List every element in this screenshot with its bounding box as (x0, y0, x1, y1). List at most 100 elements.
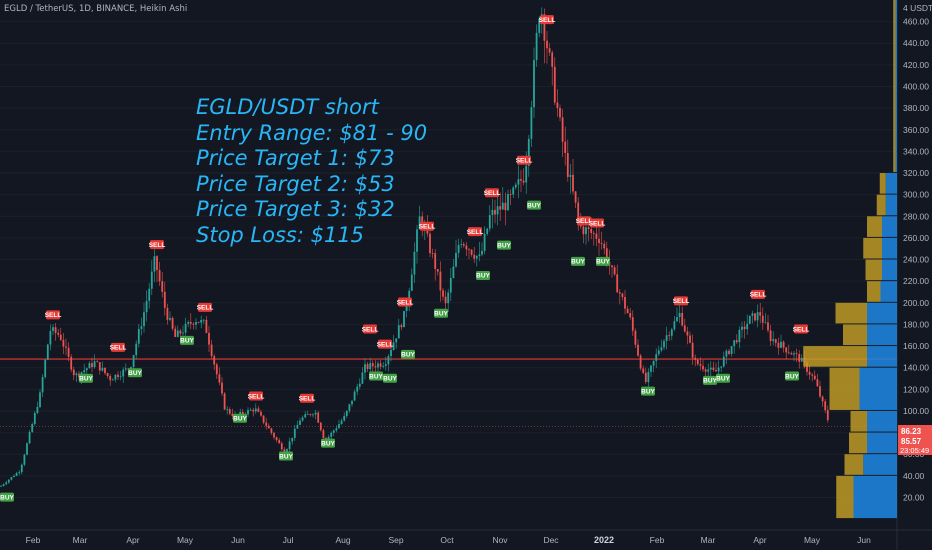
candle-body (585, 227, 587, 235)
candle-body (382, 365, 385, 367)
candle-body (179, 330, 182, 334)
candle-body (819, 386, 821, 397)
candle-body (707, 369, 710, 372)
candle-body (109, 375, 112, 381)
volume-bin-blue (867, 324, 897, 346)
volume-bin-blue (867, 410, 897, 432)
candle-body (156, 256, 158, 271)
x-tick-label: Nov (492, 535, 508, 545)
sell-signal: SELL (539, 15, 556, 25)
signal-label: SELL (484, 190, 501, 197)
candle-body (345, 410, 348, 416)
signal-label: SELL (45, 312, 62, 319)
candle-body (741, 326, 743, 330)
candle-body (751, 313, 754, 316)
signal-label: SELL (576, 218, 593, 225)
candle-body (772, 339, 775, 342)
volume-bin-blue (882, 237, 897, 259)
candle-body (730, 346, 733, 355)
signal-label: SELL (539, 17, 556, 24)
candle-body (304, 414, 307, 418)
candle-body (403, 310, 405, 328)
x-axis[interactable]: Feb Mar Apr May Jun Jul Aug Sep Oct Nov Dec 2022 Feb… (26, 535, 871, 545)
candle-body (205, 319, 208, 333)
sell-signal: SELL (673, 296, 690, 306)
candle-body (239, 411, 242, 415)
candle-body (202, 319, 205, 321)
signal-label: SELL (750, 292, 767, 299)
candle-body (231, 413, 234, 417)
volume-bin-gold (879, 173, 886, 194)
candle-body (793, 353, 795, 355)
signal-label: SELL (248, 393, 265, 400)
candle-body (449, 278, 452, 293)
candle-body (46, 344, 49, 360)
signal-label: BUY (321, 440, 335, 447)
candle-body (663, 340, 665, 348)
candle-body (7, 479, 10, 483)
sell-signal: SELL (750, 289, 767, 299)
candle-body (36, 406, 39, 413)
candle-body (351, 400, 353, 405)
candle-body (88, 363, 91, 369)
volume-profile (803, 0, 897, 519)
candle-body (361, 372, 364, 384)
candle-body (676, 317, 678, 322)
signal-box (485, 188, 499, 198)
candle-body (743, 326, 746, 330)
candle-body (286, 449, 288, 453)
candle-body (356, 386, 359, 392)
candles (0, 7, 829, 487)
volume-bin-blue (895, 0, 897, 173)
x-tick-label: 2022 (594, 535, 614, 545)
signal-box (716, 373, 730, 383)
sell-signal: SELL (397, 297, 413, 307)
candle-body (806, 362, 808, 372)
candle-body (681, 312, 684, 326)
y-axis[interactable]: 20.0040.0060.0080.00100.00120.00140.0016… (903, 17, 929, 503)
signal-label: BUY (641, 388, 655, 395)
candle-body (800, 357, 803, 362)
signal-box (300, 393, 314, 403)
chart-title: EGLD / TetherUS, 1D, BINANCE, Heikin Ash… (4, 4, 187, 14)
candle-body (811, 374, 814, 376)
candle-body (611, 265, 613, 268)
annotation-line-2: Entry Range: $81 - 90 (196, 121, 427, 145)
candle-body (647, 371, 650, 383)
candle-body (553, 66, 556, 103)
signal-label: SELL (673, 298, 690, 305)
signal-labels: SELLBUYBUYSELLBUYSELLBUYSELLBUYSELLBUYSE… (0, 15, 809, 502)
candle-body (728, 350, 730, 355)
candle-body (400, 325, 403, 328)
candle-body (754, 313, 756, 321)
signal-box (703, 375, 717, 385)
candle-body (15, 473, 18, 476)
candle-body (702, 365, 704, 370)
sell-signal: SELL (197, 302, 213, 312)
candle-body (104, 367, 106, 374)
candle-body (473, 254, 476, 259)
candle-body (135, 343, 138, 356)
candle-body (650, 365, 652, 372)
signal-label: BUY (476, 273, 490, 280)
candle-body (57, 332, 60, 335)
candle-body (114, 374, 117, 380)
candle-body (413, 251, 416, 275)
candle-body (257, 408, 260, 412)
volume-bin-gold (863, 237, 882, 259)
candle-body (790, 353, 793, 355)
candle-body (603, 243, 606, 249)
candle-body (33, 412, 36, 425)
candle-body (18, 472, 21, 474)
candle-body (49, 330, 52, 345)
candle-body (689, 335, 691, 343)
candle-body (527, 138, 530, 166)
volume-bin-gold (836, 475, 854, 519)
x-tick-label: Feb (26, 535, 41, 545)
candle-body (626, 308, 629, 314)
candle-body (41, 377, 44, 393)
candle-body (574, 191, 577, 203)
candle-body (52, 327, 54, 331)
